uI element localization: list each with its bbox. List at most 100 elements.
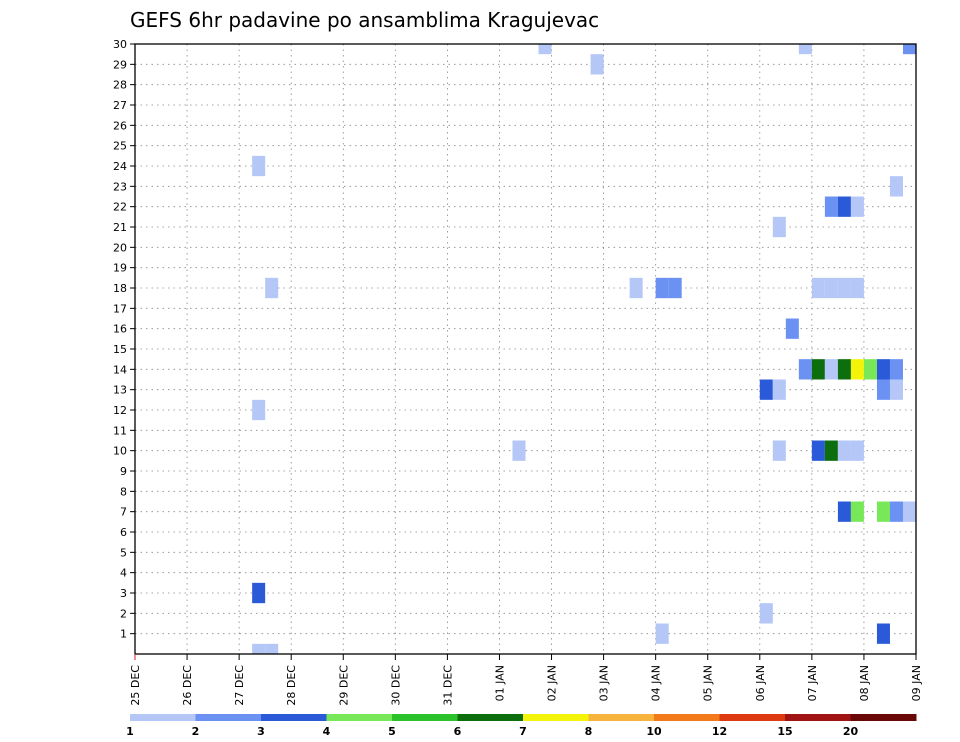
precip-cell <box>902 501 916 522</box>
legend-swatch <box>130 714 196 721</box>
legend-label: 7 <box>519 725 527 738</box>
legend-label: 10 <box>646 725 662 738</box>
y-tick-label: 1 <box>120 628 127 641</box>
y-tick-label: 15 <box>113 343 127 356</box>
y-tick-label: 9 <box>120 465 127 478</box>
y-tick-label: 20 <box>113 241 127 254</box>
precip-cell <box>759 379 773 400</box>
y-tick-label: 27 <box>113 99 127 112</box>
precip-cell <box>824 277 838 299</box>
precip-cell <box>252 582 266 604</box>
x-tick-label: 06 JAN <box>754 665 767 701</box>
y-tick-label: 17 <box>113 302 127 315</box>
legend-label: 1 <box>126 725 134 738</box>
y-tick-label: 5 <box>120 546 127 559</box>
precip-cell <box>811 440 825 461</box>
legend-swatch <box>392 714 458 721</box>
y-tick-label: 19 <box>113 262 127 275</box>
data-cells <box>252 44 916 654</box>
precip-cell <box>252 155 266 177</box>
x-tick-label: 05 JAN <box>702 665 715 701</box>
y-tick-label: 22 <box>113 201 127 214</box>
precip-cell <box>889 501 903 522</box>
precip-cell <box>252 643 266 654</box>
grid-lines <box>135 43 916 654</box>
x-tick-label: 31 DEC <box>441 665 454 706</box>
precip-cell <box>902 44 916 55</box>
legend-swatch <box>326 714 393 721</box>
precip-cell <box>785 318 799 339</box>
precip-cell <box>811 277 825 299</box>
y-tick-label: 14 <box>113 363 127 376</box>
precip-cell <box>590 54 604 75</box>
precip-cell <box>798 359 812 380</box>
y-tick-label: 6 <box>120 526 127 539</box>
legend-swatch <box>261 714 327 721</box>
precip-cell <box>265 643 279 654</box>
y-tick-label: 2 <box>120 607 127 620</box>
precip-cell <box>837 440 851 461</box>
precip-cell <box>889 359 903 380</box>
precip-cell <box>850 277 864 299</box>
y-tick-label: 7 <box>120 506 127 519</box>
precip-cell <box>889 176 903 197</box>
y-tick-label: 12 <box>113 404 127 417</box>
precip-cell <box>837 359 851 380</box>
y-tick-label: 4 <box>120 567 127 580</box>
precip-cell <box>811 359 825 380</box>
y-tick-label: 30 <box>113 38 127 51</box>
precip-cell <box>512 440 526 461</box>
legend-label: 8 <box>585 725 593 738</box>
legend-swatch <box>785 714 851 721</box>
precip-cell <box>837 501 851 522</box>
y-tick-label: 29 <box>113 58 127 71</box>
precip-cell <box>850 440 864 461</box>
precip-cell <box>889 379 903 400</box>
x-tick-label: 30 DEC <box>389 665 402 706</box>
x-axis: 25 DEC 26 DEC 27 DEC 28 DEC 29 DEC 30 DEC 31 D… <box>129 654 923 706</box>
precip-cell <box>876 379 890 400</box>
x-tick-label: 08 JAN <box>858 665 871 701</box>
y-tick-label: 18 <box>113 282 127 295</box>
precip-cell <box>876 501 890 522</box>
y-tick-label: 25 <box>113 140 127 153</box>
x-tick-label: 07 JAN <box>806 665 819 701</box>
legend-swatch <box>195 714 262 721</box>
precip-cell <box>772 440 786 461</box>
y-tick-label: 8 <box>120 485 127 498</box>
precip-cell <box>759 603 773 624</box>
y-tick-label: 26 <box>113 119 127 132</box>
x-tick-label: 29 DEC <box>337 665 350 706</box>
y-tick-label: 11 <box>113 424 127 437</box>
legend-label: 3 <box>257 725 265 738</box>
precip-cell <box>824 359 838 380</box>
chart-title: GEFS 6hr padavine po ansamblima Kragujev… <box>130 8 599 32</box>
legend-label: 5 <box>388 725 396 738</box>
x-tick-label: 26 DEC <box>181 665 194 706</box>
legend-swatch <box>523 714 589 721</box>
legend-label: 6 <box>454 725 462 738</box>
precip-cell <box>863 359 877 380</box>
precip-cell <box>850 359 864 380</box>
legend-swatch <box>457 714 524 721</box>
legend-swatch <box>850 714 917 721</box>
y-tick-label: 21 <box>113 221 127 234</box>
legend-label: 4 <box>323 725 331 738</box>
precip-cell <box>655 277 669 299</box>
precip-cell <box>837 277 851 299</box>
precip-cell <box>876 359 890 380</box>
precip-cell <box>824 196 838 217</box>
precip-cell <box>538 44 552 55</box>
legend-label: 20 <box>843 725 859 738</box>
x-tick-label: 25 DEC <box>129 665 142 706</box>
x-tick-label: 27 DEC <box>233 665 246 706</box>
x-tick-label: 02 JAN <box>546 665 559 701</box>
legend-label: 12 <box>712 725 727 738</box>
precip-cell <box>837 196 851 217</box>
x-tick-label: 09 JAN <box>910 665 923 701</box>
x-tick-label: 03 JAN <box>598 665 611 701</box>
precip-cell <box>850 501 864 522</box>
y-tick-label: 16 <box>113 323 127 336</box>
precip-cell <box>824 440 838 461</box>
precip-cell <box>798 44 812 55</box>
